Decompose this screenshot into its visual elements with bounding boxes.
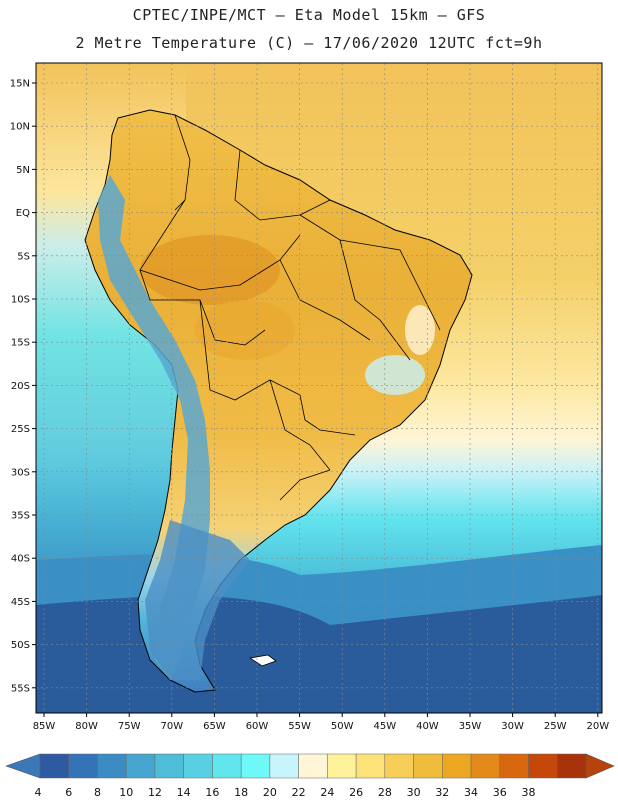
- colorbar-label: 16: [205, 786, 219, 799]
- map-frame: [35, 62, 603, 714]
- lon-tick-label: 45W: [373, 721, 396, 732]
- colorbar-swatch: [298, 753, 328, 779]
- colorbar-label: 22: [292, 786, 306, 799]
- lat-tick-label: 50S: [11, 640, 30, 651]
- colorbar-swatch: [355, 753, 386, 779]
- central-warm-region: [195, 300, 295, 360]
- colorbar-label: 24: [320, 786, 334, 799]
- colorbar-label: 18: [234, 786, 248, 799]
- lon-tick-label: 35W: [459, 721, 482, 732]
- colorbar-label: 36: [493, 786, 507, 799]
- map-title-line-1: CPTEC/INPE/MCT – Eta Model 15km – GFS: [132, 6, 486, 24]
- lon-tick-label: 30W: [501, 721, 524, 732]
- lat-tick-label: 10S: [11, 295, 30, 306]
- patagonia-cold-region: [145, 520, 250, 680]
- longitude-axis: 85W 80W 75W 70W 65W 60W 55W 50W 45W 40W 35W 30W 25W 2…: [33, 713, 609, 732]
- lat-tick-label: EQ: [16, 208, 30, 219]
- colorbar-swatch: [154, 753, 184, 779]
- colorbar-label: 6: [65, 786, 72, 799]
- colorbar-label: 4: [35, 786, 42, 799]
- colorbar-swatch: [183, 753, 213, 779]
- lon-tick-label: 85W: [33, 721, 56, 732]
- lat-tick-label: 40S: [11, 554, 30, 565]
- colorbar-label: 14: [177, 786, 191, 799]
- colorbar-label: 8: [94, 786, 101, 799]
- colorbar-swatch: [499, 753, 529, 779]
- colorbar-label: 10: [119, 786, 133, 799]
- lat-tick-label: 45S: [11, 597, 30, 608]
- map-title-line-2: 2 Metre Temperature (C) – 17/06/2020 12U…: [75, 34, 543, 52]
- lon-tick-label: 25W: [544, 721, 567, 732]
- colorbar-swatch: [413, 753, 443, 779]
- colorbar-over-arrow: [585, 753, 615, 779]
- coordinate-grid: [36, 63, 602, 713]
- lat-tick-label: 15N: [10, 79, 30, 90]
- colorbar-label: 12: [148, 786, 162, 799]
- colorbar-label: 34: [464, 786, 478, 799]
- colorbar-swatch: [384, 753, 414, 779]
- colorbar-swatch: [39, 753, 69, 779]
- lat-tick-label: 15S: [11, 338, 30, 349]
- lon-tick-label: 75W: [118, 721, 141, 732]
- colorbar-label: 26: [349, 786, 363, 799]
- colorbar-label: 30: [407, 786, 421, 799]
- colorbar-label: 20: [263, 786, 277, 799]
- latitude-axis: 15N 10N 5N EQ 5S 10S 15S 20S 25S 30S 35S 40S 45S 50S 5…: [10, 79, 36, 694]
- lon-tick-label: 65W: [203, 721, 226, 732]
- lon-tick-label: 60W: [246, 721, 269, 732]
- colorbar-swatch: [212, 753, 242, 779]
- colorbar: 4 6 8 10 12 14 16 18 20 22 24 26 28 30 32 34 36 38: [5, 753, 615, 799]
- falkland-islands: [248, 654, 277, 667]
- colorbar-swatch: [240, 753, 271, 779]
- lat-tick-label: 10N: [10, 122, 30, 133]
- lat-tick-label: 35S: [11, 511, 30, 522]
- colorbar-swatch: [125, 753, 156, 779]
- colorbar-swatch: [528, 753, 558, 779]
- colorbar-swatch: [442, 753, 472, 779]
- colorbar-label: 32: [435, 786, 449, 799]
- lon-tick-label: 50W: [331, 721, 354, 732]
- lon-tick-label: 70W: [160, 721, 183, 732]
- lon-tick-label: 55W: [288, 721, 311, 732]
- lon-tick-label: 20W: [586, 721, 609, 732]
- lon-tick-label: 80W: [75, 721, 98, 732]
- lat-tick-label: 5N: [16, 165, 30, 176]
- amazon-hot-region: [140, 235, 280, 305]
- lat-tick-label: 5S: [17, 251, 30, 262]
- colorbar-label: 28: [378, 786, 392, 799]
- lat-tick-label: 20S: [11, 381, 30, 392]
- colorbar-swatch: [327, 753, 357, 779]
- lat-tick-label: 55S: [11, 683, 30, 694]
- colorbar-under-arrow: [5, 753, 41, 779]
- colorbar-label: 38: [522, 786, 536, 799]
- lon-tick-label: 40W: [416, 721, 439, 732]
- colorbar-swatch: [557, 753, 587, 779]
- colorbar-swatch: [97, 753, 127, 779]
- colorbar-swatch: [269, 753, 299, 779]
- southeast-brazil-cool-patch: [365, 355, 425, 395]
- lat-tick-label: 30S: [11, 467, 30, 478]
- east-brazil-mild-patch: [405, 305, 435, 355]
- lat-tick-label: 25S: [11, 424, 30, 435]
- colorbar-swatch: [470, 753, 501, 779]
- colorbar-swatch: [68, 753, 98, 779]
- country-borders: [139, 114, 441, 501]
- map-area: [36, 63, 602, 713]
